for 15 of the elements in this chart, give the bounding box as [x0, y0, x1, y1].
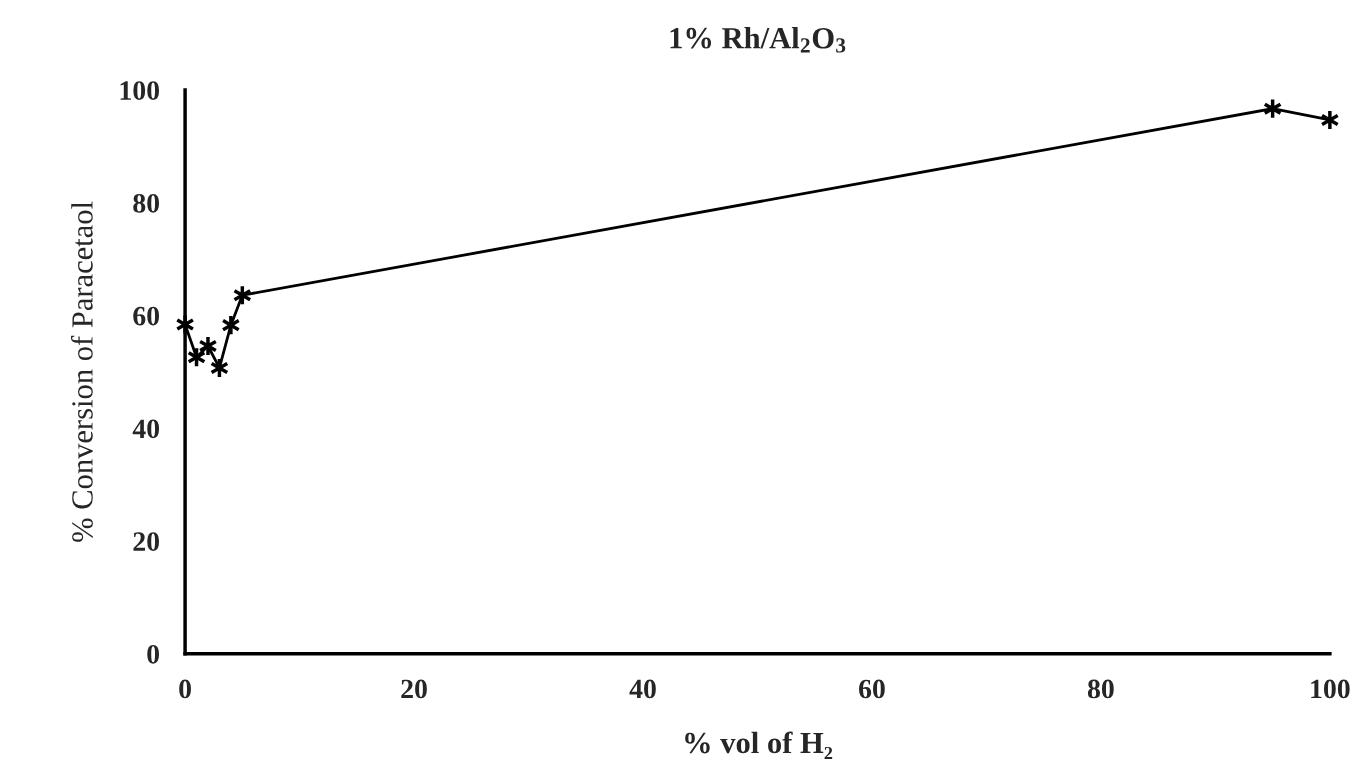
y-tick-label: 100: [120, 81, 160, 100]
x-tick-label: 20: [401, 679, 427, 699]
x-tick-label: 40: [629, 679, 656, 699]
chart-title: 1% Rh/Al$_{2}$O$_{3}$: [670, 26, 846, 53]
y-axis-title: % Conversion of Paracetaol: [70, 201, 93, 542]
y-tick-label: 20: [133, 532, 160, 551]
x-axis-title: % vol of H₂: [685, 731, 833, 760]
x-tick-label: 100: [1311, 679, 1350, 699]
y-tick-label: 0: [147, 644, 160, 664]
y-tick-label: 80: [133, 193, 160, 213]
x-tick-label: 80: [1087, 679, 1114, 699]
x-tick-label: 0: [179, 679, 191, 699]
y-tick-label: 60: [133, 306, 160, 326]
x-tick-label: 60: [859, 679, 885, 699]
y-tick-label: 40: [132, 419, 160, 439]
